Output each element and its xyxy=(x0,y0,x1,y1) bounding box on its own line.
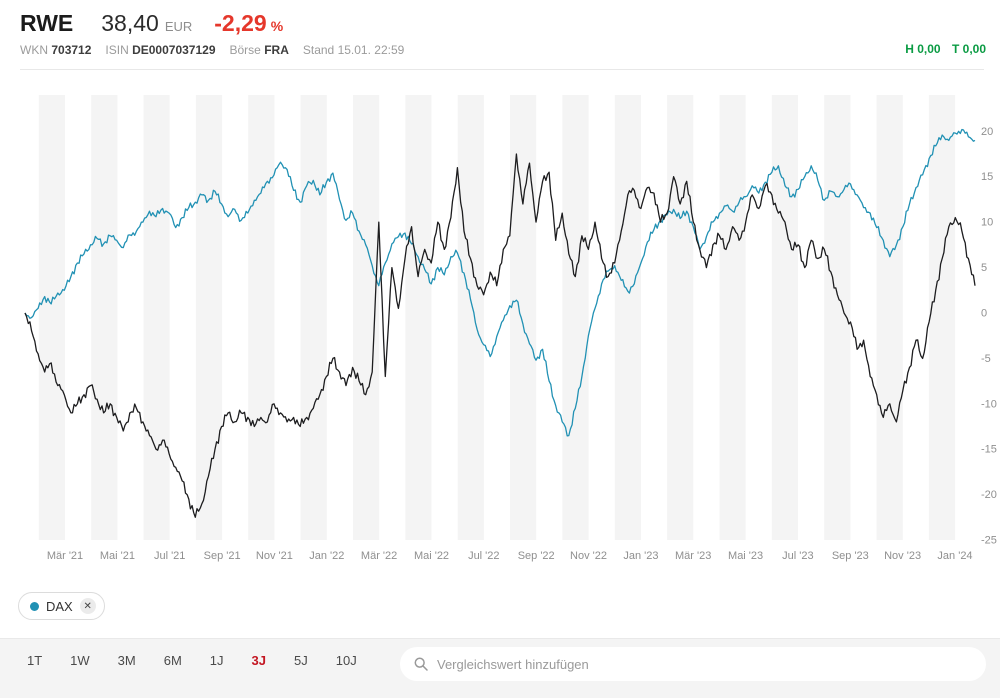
svg-text:Mär '23: Mär '23 xyxy=(675,550,711,562)
change-percent: -2,29 xyxy=(214,10,267,36)
svg-text:Sep '21: Sep '21 xyxy=(204,550,241,562)
range-button-1j[interactable]: 1J xyxy=(197,647,237,674)
svg-text:-25: -25 xyxy=(981,535,997,547)
percent-sign: % xyxy=(270,18,284,34)
comparison-search[interactable] xyxy=(400,647,986,681)
svg-text:Mär '21: Mär '21 xyxy=(47,550,83,562)
svg-text:-5: -5 xyxy=(981,353,991,365)
dax-legend-dot xyxy=(30,601,39,611)
svg-text:-10: -10 xyxy=(981,398,997,410)
svg-text:15: 15 xyxy=(981,171,993,183)
svg-text:5: 5 xyxy=(981,262,987,274)
svg-text:Jan '24: Jan '24 xyxy=(937,550,972,562)
isin-value: DE0007037129 xyxy=(132,43,216,57)
stand-timestamp: Stand 15.01. 22:59 xyxy=(302,43,405,57)
range-button-3j[interactable]: 3J xyxy=(239,647,279,674)
boerse-label: Börse xyxy=(229,43,261,57)
low-label: T xyxy=(951,42,960,56)
svg-text:Jul '21: Jul '21 xyxy=(154,550,185,562)
range-button-10j[interactable]: 10J xyxy=(323,647,370,674)
stock-header: RWE 38,40 EUR -2,29 % WKN 703712 ISIN DE… xyxy=(0,0,1000,70)
range-button-3m[interactable]: 3M xyxy=(105,647,149,674)
svg-text:Nov '21: Nov '21 xyxy=(256,550,293,562)
svg-text:Jan '23: Jan '23 xyxy=(623,550,658,562)
dax-legend-label: DAX xyxy=(46,598,73,614)
svg-text:-15: -15 xyxy=(981,444,997,456)
stock-symbol: RWE xyxy=(20,10,74,36)
chart-area[interactable]: Mär '21 Mai '21 Jul '21 Sep '21 Nov '21 Jan '… xyxy=(0,85,1000,575)
currency-label: EUR xyxy=(164,19,193,34)
svg-text:Jan '22: Jan '22 xyxy=(309,550,344,562)
high-low-summary: H 0,00 T 0,00 xyxy=(897,42,986,56)
high-label: H xyxy=(905,42,914,56)
boerse-value: FRA xyxy=(264,43,289,57)
range-selector: 1T 1W 3M 6M 1J 3J 5J 10J xyxy=(14,647,1000,674)
stock-price: 38,40 xyxy=(101,10,159,36)
svg-text:Sep '22: Sep '22 xyxy=(518,550,555,562)
svg-text:Mai '22: Mai '22 xyxy=(414,550,449,562)
header-divider xyxy=(20,69,984,70)
low-value: 0,00 xyxy=(962,42,986,56)
isin-label: ISIN xyxy=(105,43,129,57)
range-button-5j[interactable]: 5J xyxy=(281,647,321,674)
stock-meta: WKN 703712 ISIN DE0007037129 Börse FRA S… xyxy=(20,43,984,57)
range-button-1t[interactable]: 1T xyxy=(14,647,55,674)
svg-text:0: 0 xyxy=(981,308,987,320)
comparison-chart[interactable]: Mär '21 Mai '21 Jul '21 Sep '21 Nov '21 Jan '… xyxy=(0,85,1000,575)
svg-text:Mär '22: Mär '22 xyxy=(361,550,397,562)
wkn-value: 703712 xyxy=(51,43,92,57)
svg-text:Mai '23: Mai '23 xyxy=(728,550,763,562)
remove-comparison-icon[interactable]: ✕ xyxy=(79,598,96,614)
svg-text:20: 20 xyxy=(981,126,993,138)
range-button-1w[interactable]: 1W xyxy=(57,647,103,674)
svg-text:Jul '22: Jul '22 xyxy=(468,550,499,562)
svg-text:Jul '23: Jul '23 xyxy=(782,550,813,562)
svg-text:Mai '21: Mai '21 xyxy=(100,550,135,562)
svg-text:10: 10 xyxy=(981,217,993,229)
wkn-label: WKN xyxy=(20,43,48,57)
comparison-search-input[interactable] xyxy=(437,656,972,672)
search-icon xyxy=(414,657,428,671)
svg-text:Nov '22: Nov '22 xyxy=(570,550,607,562)
comparison-chip-dax: DAX ✕ xyxy=(18,592,105,620)
chart-toolbar: 1T 1W 3M 6M 1J 3J 5J 10J xyxy=(0,638,1000,698)
svg-text:Sep '23: Sep '23 xyxy=(832,550,869,562)
high-value: 0,00 xyxy=(917,42,941,56)
svg-text:-20: -20 xyxy=(981,489,997,501)
svg-text:Nov '23: Nov '23 xyxy=(884,550,921,562)
range-button-6m[interactable]: 6M xyxy=(151,647,195,674)
